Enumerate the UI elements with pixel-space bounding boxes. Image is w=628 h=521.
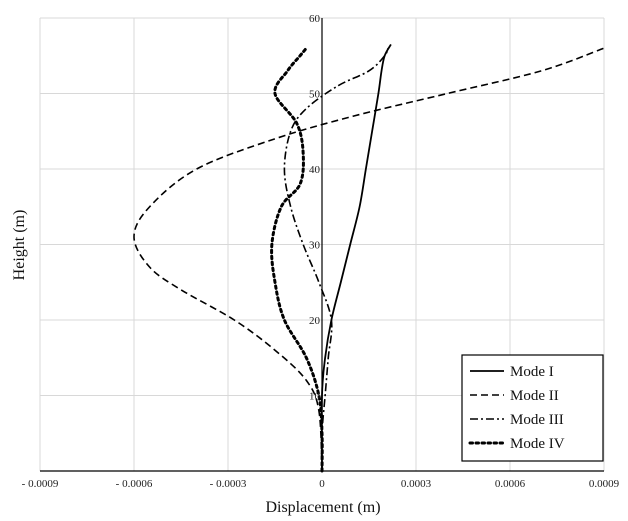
y-axis-title: Height (m) — [11, 210, 28, 281]
series-lines — [133, 43, 605, 473]
series-line-mode-4 — [270, 46, 324, 473]
series-line-mode-2 — [133, 47, 605, 472]
y-tick-label: 30 — [309, 240, 321, 252]
x-axis-title: Displacement (m) — [265, 499, 380, 516]
x-tick-label: 0.0009 — [589, 478, 620, 490]
y-tick-label: 20 — [309, 315, 321, 327]
x-tick-label: 0.0003 — [401, 478, 432, 490]
x-tick-label: - 0.0006 — [116, 478, 153, 490]
y-tick-label: 50 — [309, 89, 321, 101]
x-tick-label: 0.0006 — [495, 478, 526, 490]
legend-label: Mode II — [510, 388, 559, 404]
x-tick-label: - 0.0003 — [210, 478, 247, 490]
series-line-mode-1 — [320, 43, 392, 472]
x-tick-label: - 0.0009 — [22, 478, 59, 490]
series-line-mode-3 — [283, 47, 389, 472]
legend-label: Mode I — [510, 364, 554, 380]
legend: Mode I Mode II Mode III Mode IV — [461, 354, 604, 462]
legend-label: Mode III — [510, 412, 564, 428]
y-tick-label: 40 — [309, 164, 321, 176]
x-tick-label: 0 — [319, 478, 325, 490]
legend-label: Mode IV — [510, 436, 565, 452]
y-tick-label: 10 — [309, 391, 321, 403]
tick-labels: - 0.0009 - 0.0006 - 0.0003 0 0.0003 0.0006 0.0… — [22, 13, 620, 490]
y-tick-label: 60 — [309, 13, 321, 25]
